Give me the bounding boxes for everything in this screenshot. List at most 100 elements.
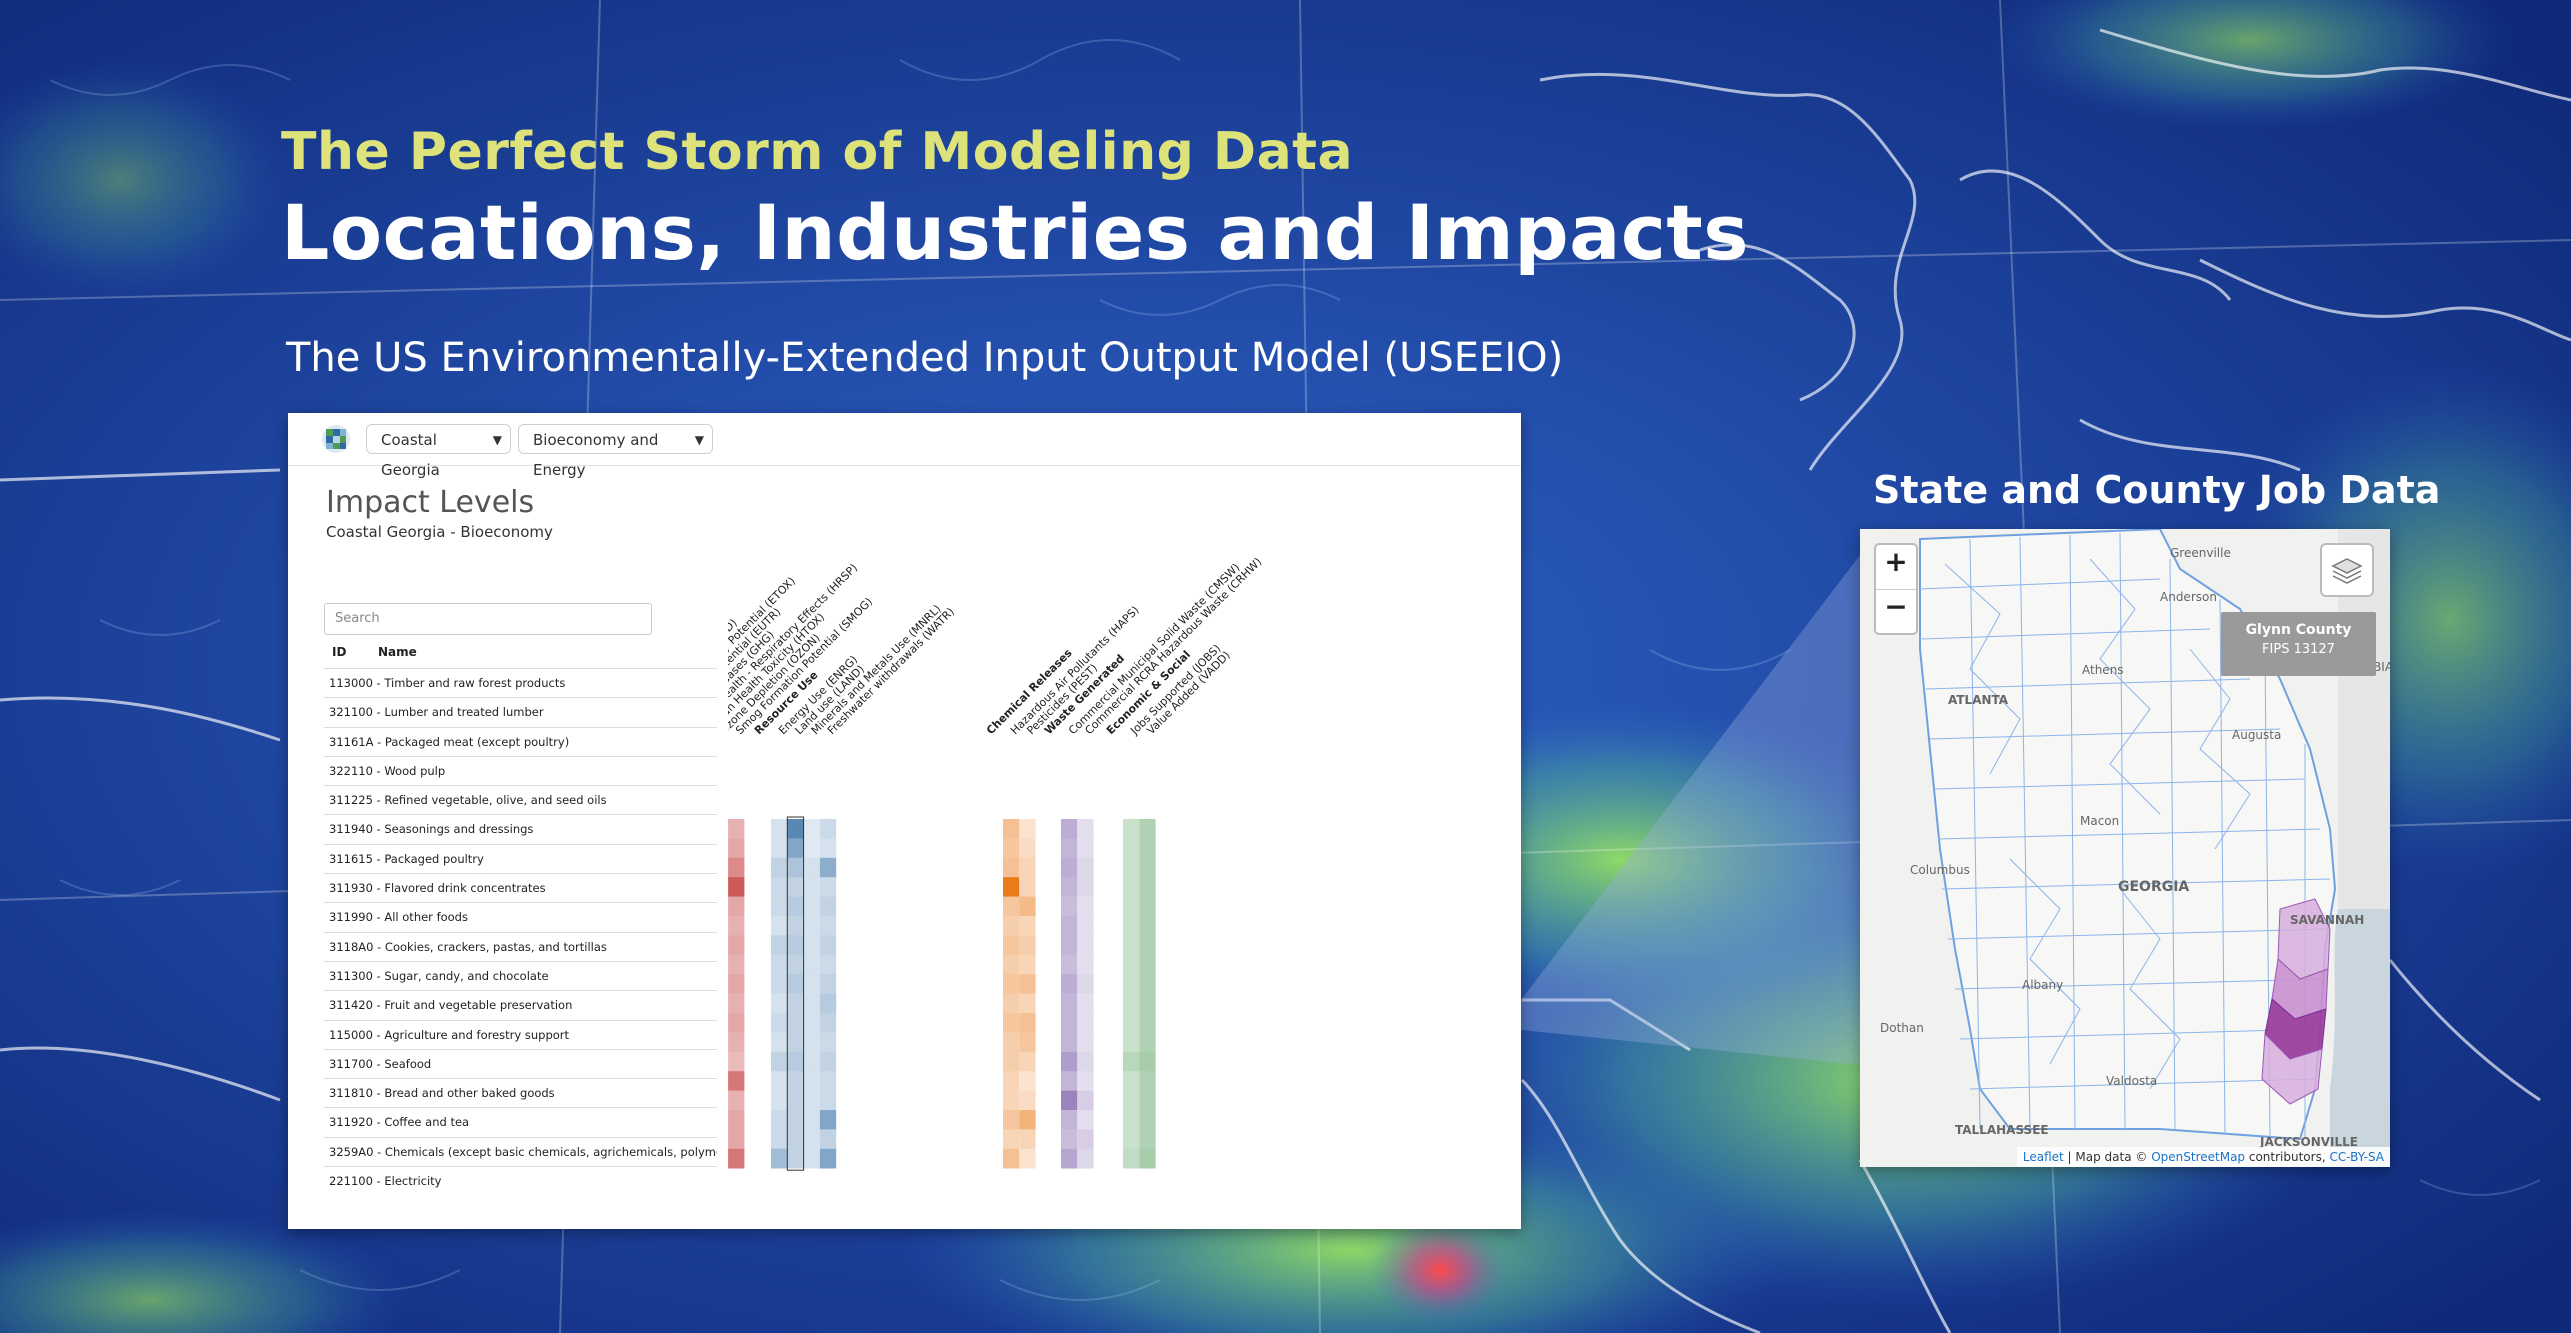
heatmap-cell[interactable] (1061, 1148, 1078, 1169)
heatmap-cell[interactable] (1003, 1051, 1020, 1072)
sector-row[interactable]: 311300 - Sugar, candy, and chocolate (324, 960, 717, 990)
heatmap-cell[interactable] (1003, 1032, 1020, 1053)
heatmap-cell[interactable] (728, 1013, 745, 1033)
heatmap-cell[interactable] (1139, 819, 1156, 839)
heatmap-cell[interactable] (1061, 1090, 1078, 1111)
heatmap-cell[interactable] (803, 1032, 820, 1053)
sector-row[interactable]: 311810 - Bread and other baked goods (324, 1078, 717, 1107)
heatmap-cell[interactable] (1003, 1071, 1020, 1091)
heatmap-cell[interactable] (819, 877, 837, 897)
heatmap-cell[interactable] (803, 896, 820, 917)
heatmap-cell[interactable] (1019, 857, 1036, 878)
heatmap-cell[interactable] (771, 857, 788, 878)
heatmap-cell[interactable] (803, 1129, 820, 1150)
heatmap-cell[interactable] (728, 1148, 745, 1169)
heatmap-cell[interactable] (1123, 993, 1140, 1014)
heatmap-cell[interactable] (819, 1051, 837, 1072)
license-link[interactable]: CC-BY-SA (2329, 1150, 2384, 1164)
sector-row[interactable]: 311990 - All other foods (324, 902, 717, 931)
heatmap-cell[interactable] (787, 857, 804, 878)
heatmap-cell[interactable] (1019, 1051, 1036, 1072)
app-logo-icon[interactable] (320, 423, 352, 455)
heatmap-cell[interactable] (819, 1071, 837, 1091)
heatmap-cell[interactable] (1077, 838, 1094, 859)
heatmap-cell[interactable] (728, 1090, 745, 1111)
sector-row[interactable]: 311920 - Coffee and tea (324, 1107, 717, 1136)
heatmap-cell[interactable] (1003, 1129, 1020, 1150)
heatmap-cell[interactable] (728, 974, 745, 994)
heatmap-cell[interactable] (771, 819, 788, 839)
heatmap-cell[interactable] (803, 935, 820, 956)
heatmap-cell[interactable] (1077, 1129, 1094, 1150)
heatmap-cell[interactable] (1061, 838, 1078, 859)
sector-row[interactable]: 3118A0 - Cookies, crackers, pastas, and … (324, 931, 717, 961)
heatmap-cell[interactable] (803, 1090, 820, 1111)
heatmap-cell[interactable] (1077, 916, 1094, 936)
heatmap-cell[interactable] (1077, 1090, 1094, 1111)
heatmap-cell[interactable] (1019, 1071, 1036, 1091)
heatmap-cell[interactable] (1003, 1148, 1020, 1169)
heatmap-cell[interactable] (1139, 1032, 1156, 1053)
heatmap-cell[interactable] (771, 1110, 788, 1130)
heatmap-cell[interactable] (1123, 1032, 1140, 1053)
heatmap-cell[interactable] (1139, 993, 1156, 1014)
heatmap-cell[interactable] (819, 974, 837, 994)
heatmap-cell[interactable] (819, 857, 837, 878)
heatmap-cell[interactable] (1139, 1013, 1156, 1033)
heatmap-cell[interactable] (728, 1051, 745, 1072)
heatmap-cell[interactable] (771, 877, 788, 897)
heatmap-cell[interactable] (771, 896, 788, 917)
heatmap-cell[interactable] (1139, 916, 1156, 936)
sector-row[interactable]: 311225 - Refined vegetable, olive, and s… (324, 785, 717, 814)
heatmap-cell[interactable] (787, 1051, 804, 1072)
heatmap-cell[interactable] (1123, 1148, 1140, 1169)
heatmap-cell[interactable] (771, 1032, 788, 1053)
heatmap-cell[interactable] (1077, 1148, 1094, 1169)
heatmap-cell[interactable] (1077, 877, 1094, 897)
heatmap-cell[interactable] (728, 857, 745, 878)
heatmap-cell[interactable] (1077, 896, 1094, 917)
heatmap-cell[interactable] (1123, 1071, 1140, 1091)
heatmap-cell[interactable] (1019, 896, 1036, 917)
heatmap-cell[interactable] (1077, 1071, 1094, 1091)
heatmap-cell[interactable] (1123, 935, 1140, 956)
heatmap-cell[interactable] (771, 1148, 788, 1169)
heatmap-cell[interactable] (728, 916, 745, 936)
sector-row[interactable]: 113000 - Timber and raw forest products (324, 668, 717, 697)
heatmap-cell[interactable] (1003, 857, 1020, 878)
heatmap-cell[interactable] (1139, 877, 1156, 897)
heatmap-cell[interactable] (1139, 954, 1156, 975)
heatmap-cell[interactable] (771, 1013, 788, 1033)
heatmap-cell[interactable] (1077, 1110, 1094, 1130)
heatmap-cell[interactable] (1019, 1148, 1036, 1169)
heatmap-cell[interactable] (1061, 1071, 1078, 1091)
heatmap-cell[interactable] (803, 916, 820, 936)
heatmap-cell[interactable] (1139, 896, 1156, 917)
layers-button[interactable] (2320, 543, 2374, 597)
heatmap-cell[interactable] (1061, 916, 1078, 936)
heatmap-cell[interactable] (1019, 916, 1036, 936)
sector-row[interactable]: 311420 - Fruit and vegetable preservatio… (324, 990, 717, 1019)
heatmap-cell[interactable] (1139, 1090, 1156, 1111)
heatmap-cell[interactable] (1123, 1110, 1140, 1130)
heatmap-cell[interactable] (1123, 916, 1140, 936)
heatmap-cell[interactable] (1061, 896, 1078, 917)
heatmap-cell[interactable] (1077, 1013, 1094, 1033)
heatmap-cell[interactable] (1139, 1071, 1156, 1091)
heatmap-cell[interactable] (803, 1071, 820, 1091)
heatmap-cell[interactable] (787, 1013, 804, 1033)
heatmap-cell[interactable] (1077, 1051, 1094, 1072)
heatmap-cell[interactable] (819, 838, 837, 859)
heatmap-cell[interactable] (771, 1071, 788, 1091)
location-select[interactable]: Coastal Georgia ▼ (366, 424, 511, 479)
heatmap-cell[interactable] (1123, 954, 1140, 975)
heatmap-cell[interactable] (819, 954, 837, 975)
heatmap-cell[interactable] (803, 1110, 820, 1130)
indicator-label[interactable]: Minerals and Metals Use (MNRL) (809, 602, 944, 737)
heatmap-cell[interactable] (1003, 1013, 1020, 1033)
heatmap-cell[interactable] (1003, 838, 1020, 859)
heatmap-cell[interactable] (787, 819, 804, 839)
heatmap-cell[interactable] (1003, 896, 1020, 917)
heatmap-cell[interactable] (771, 1051, 788, 1072)
heatmap-cell[interactable] (1139, 1129, 1156, 1150)
